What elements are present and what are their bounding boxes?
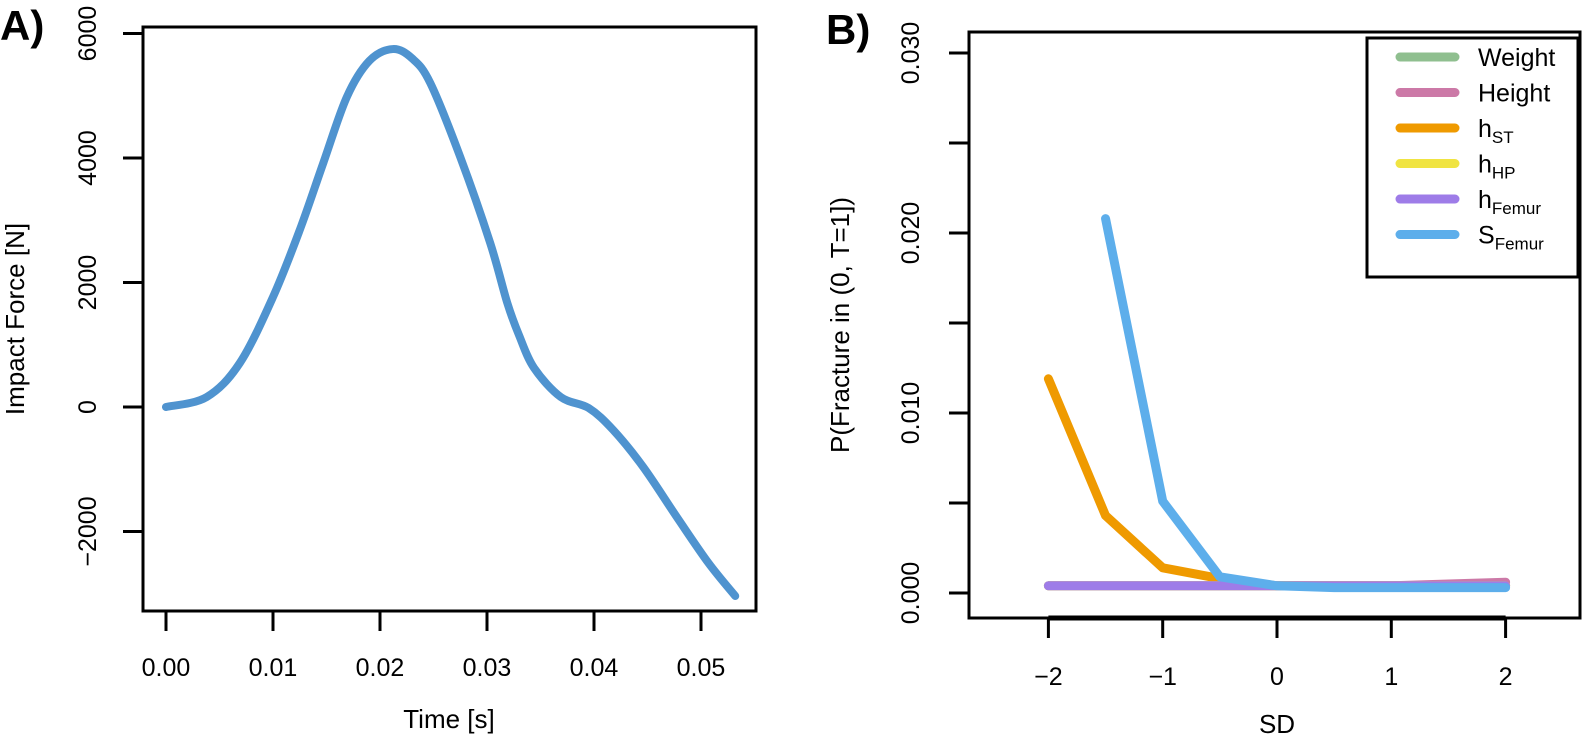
legend-box bbox=[1365, 36, 1580, 279]
panel-a-x-tick-label: 0.05 bbox=[677, 654, 726, 682]
panel-b-y-axis: 0.000 0.010 0.020 0.030 bbox=[897, 22, 969, 625]
panel-a-force-line bbox=[162, 45, 740, 600]
panel-a-x-tick-label: 0.02 bbox=[356, 654, 405, 682]
legend-label: hST bbox=[1478, 115, 1514, 147]
panel-a-y-tick-label: −2000 bbox=[74, 496, 102, 566]
panel-b-y-tick-label: 0.000 bbox=[897, 562, 925, 625]
legend-item-h-st: hST bbox=[1395, 115, 1514, 147]
panel-b-y-axis-title: P(Fracture in (0, T=1]) bbox=[825, 197, 855, 453]
series-line-s-femur bbox=[1101, 214, 1511, 593]
legend-label: Weight bbox=[1478, 44, 1555, 72]
panel-b-x-axis-title: SD bbox=[1259, 709, 1295, 739]
panel-a: A) 0.00 0.01 0.02 0.03 0.04 0.05 −2000 0 2000 40… bbox=[0, 2, 758, 734]
panel-a-x-tick-label: 0.00 bbox=[142, 654, 191, 682]
legend-item-height: Height bbox=[1395, 80, 1550, 108]
series-line-h-st bbox=[1043, 374, 1511, 591]
panel-b-series bbox=[1043, 214, 1511, 593]
panel-a-y-tick-label: 6000 bbox=[74, 6, 102, 62]
panel-b-x-tick-label: −2 bbox=[1034, 663, 1063, 691]
legend-label: Height bbox=[1478, 80, 1550, 108]
panel-b-x-tick-label: 2 bbox=[1499, 663, 1513, 691]
legend-item-s-femur: SFemur bbox=[1395, 222, 1544, 254]
legend-item-weight: Weight bbox=[1395, 44, 1555, 72]
panel-b-x-tick-label: −1 bbox=[1148, 663, 1177, 691]
panel-b-y-tick-label: 0.010 bbox=[897, 382, 925, 445]
panel-b-x-tick-label: 0 bbox=[1270, 663, 1284, 691]
panel-a-y-tick-label: 4000 bbox=[74, 130, 102, 186]
panel-a-y-axis: −2000 0 2000 4000 6000 bbox=[74, 6, 143, 567]
legend-label: SFemur bbox=[1478, 222, 1544, 254]
panel-b-label: B) bbox=[826, 6, 870, 53]
legend-label: hHP bbox=[1478, 151, 1516, 183]
legend-item-h-hp: hHP bbox=[1395, 151, 1516, 183]
panel-b-x-tick-label: 1 bbox=[1384, 663, 1398, 691]
panel-a-label: A) bbox=[0, 2, 44, 49]
panel-a-x-axis: 0.00 0.01 0.02 0.03 0.04 0.05 bbox=[142, 611, 726, 682]
panel-b-y-tick-label: 0.030 bbox=[897, 22, 925, 85]
panel-a-y-tick-label: 2000 bbox=[74, 255, 102, 311]
panel-a-x-tick-label: 0.04 bbox=[570, 654, 619, 682]
panel-b-y-tick-label: 0.020 bbox=[897, 202, 925, 265]
legend-item-h-femur: hFemur bbox=[1395, 186, 1541, 218]
panel-a-x-tick-label: 0.03 bbox=[463, 654, 512, 682]
panel-a-x-axis-title: Time [s] bbox=[403, 704, 494, 734]
panel-a-x-tick-label: 0.01 bbox=[249, 654, 298, 682]
panel-b-x-axis: −2 −1 0 1 2 bbox=[1034, 615, 1513, 691]
panel-a-series bbox=[162, 45, 740, 600]
panel-a-y-axis-title: Impact Force [N] bbox=[0, 223, 30, 415]
panel-b: B) −2 −1 0 1 2 0.000 0.010 0.020 0.030 SD P(Fra… bbox=[825, 6, 1582, 739]
panel-a-y-tick-label: 0 bbox=[74, 400, 102, 414]
panel-a-plot-frame bbox=[141, 25, 758, 613]
legend-label: hFemur bbox=[1478, 186, 1541, 218]
